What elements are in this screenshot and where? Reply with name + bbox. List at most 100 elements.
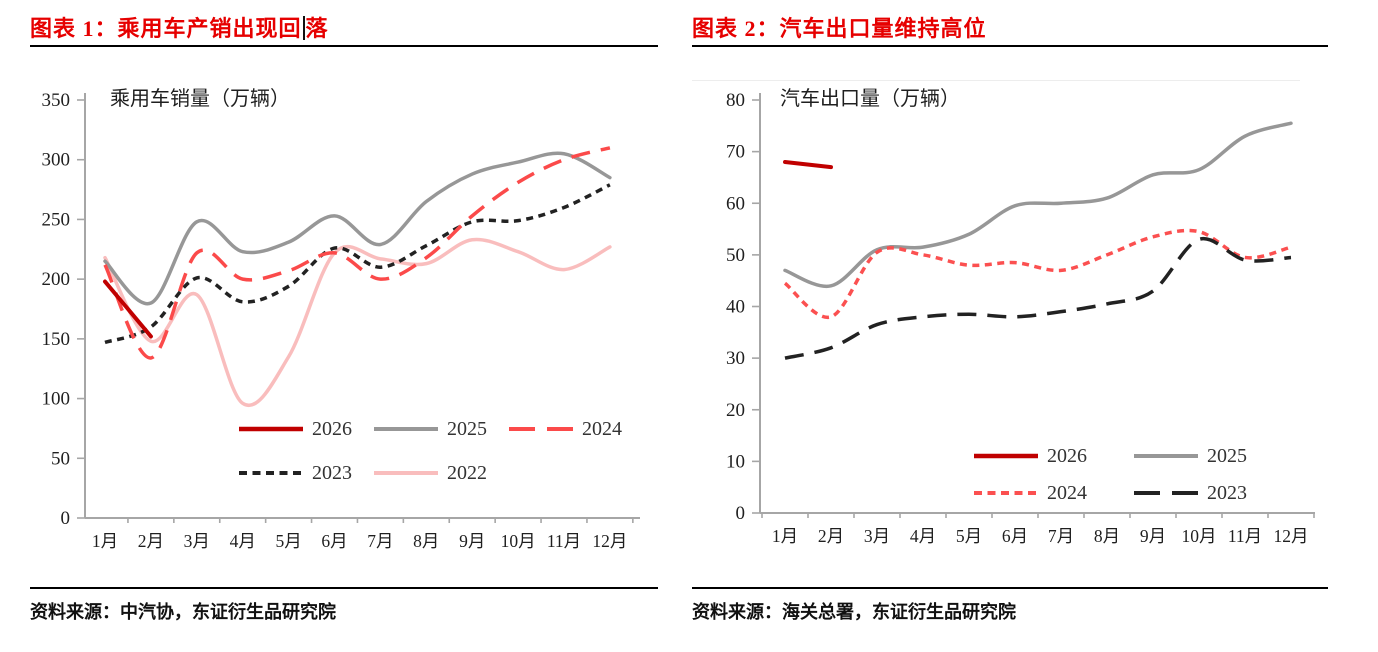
legend-swatch-2024 — [509, 427, 573, 431]
legend-swatch-2024 — [974, 491, 1038, 495]
svg-text:汽车出口量（万辆）: 汽车出口量（万辆） — [780, 87, 960, 110]
legend-label-2024: 2024 — [1047, 482, 1087, 504]
figure-2-title: 图表 2：汽车出口量维持高位 — [692, 0, 1328, 47]
svg-text:20: 20 — [726, 400, 745, 421]
legend-item-2026: 2026 — [238, 419, 373, 439]
svg-text:11月: 11月 — [1228, 526, 1262, 546]
legend-label-2025: 2025 — [447, 418, 487, 440]
legend-row: 2024 2023 — [973, 483, 1293, 503]
legend-item-2023: 2023 — [1133, 483, 1293, 503]
svg-text:4月: 4月 — [230, 531, 256, 551]
legend-swatch-2026 — [974, 453, 1038, 459]
svg-text:40: 40 — [726, 297, 745, 318]
legend-row: 2026 2025 2024 — [238, 419, 643, 439]
series-line-2023 — [784, 236, 1292, 360]
legend-row: 2023 2022 — [238, 463, 643, 483]
svg-text:150: 150 — [42, 329, 71, 350]
figure-2-title-text: 图表 2：汽车出口量维持高位 — [692, 16, 987, 41]
svg-text:6月: 6月 — [321, 531, 347, 551]
svg-text:4月: 4月 — [910, 526, 936, 546]
svg-text:60: 60 — [726, 193, 745, 214]
series-line-2026 — [783, 159, 833, 170]
figure-2-source: 资料来源：海关总署，东证衍生品研究院 — [692, 587, 1328, 624]
svg-text:1月: 1月 — [772, 526, 798, 546]
legend-item-2024: 2024 — [973, 483, 1133, 503]
auto-exports-chart: 0 10 20 30 40 50 60 70 80 1月 2月 3月 4月 5月 6月 7月 8月 9月 10月 11… — [726, 87, 1315, 546]
svg-text:50: 50 — [726, 245, 745, 266]
series-line-2025 — [783, 121, 1293, 289]
svg-text:3月: 3月 — [864, 526, 890, 546]
svg-text:10月: 10月 — [501, 531, 536, 551]
legend-label-2023: 2023 — [1207, 482, 1247, 504]
figure-1-title-tail: 落 — [305, 16, 329, 41]
figure-1-title-text: 图表 1：乘用车产销出现回 — [30, 16, 302, 41]
legend-label-2026: 2026 — [1047, 445, 1087, 467]
figure-1: 图表 1：乘用车产销出现回落 0 50 100 150 200 250 300 350 1月 2月… — [30, 0, 658, 624]
svg-text:0: 0 — [61, 508, 71, 529]
svg-text:2月: 2月 — [818, 526, 844, 546]
legend-swatch-2022 — [374, 471, 438, 475]
figure-1-source: 资料来源：中汽协，东证衍生品研究院 — [30, 587, 658, 624]
svg-text:250: 250 — [42, 209, 71, 230]
legend-item-2025: 2025 — [1133, 446, 1293, 466]
svg-text:7月: 7月 — [367, 531, 393, 551]
svg-text:350: 350 — [42, 90, 71, 111]
series-line-2025 — [103, 151, 612, 306]
legend-label-2024: 2024 — [582, 418, 622, 440]
figure-2-chart-area: 0 10 20 30 40 50 60 70 80 1月 2月 3月 4月 5月 6月 7月 8月 9月 10月 11… — [692, 47, 1328, 587]
series-line-2022 — [103, 237, 612, 407]
chart-top-border — [692, 80, 1300, 81]
legend-label-2022: 2022 — [447, 462, 487, 484]
text-cursor — [302, 16, 305, 40]
svg-text:9月: 9月 — [1140, 526, 1166, 546]
svg-text:30: 30 — [726, 348, 745, 369]
figure-2: 图表 2：汽车出口量维持高位 0 10 20 30 40 50 60 70 80 1月 2月 3月 4月… — [692, 0, 1328, 624]
figure-1-legend: 2026 2025 2024 2023 2022 — [238, 419, 643, 483]
legend-item-2023: 2023 — [238, 463, 373, 483]
svg-text:6月: 6月 — [1002, 526, 1028, 546]
svg-text:5月: 5月 — [275, 531, 301, 551]
svg-text:12月: 12月 — [592, 531, 627, 551]
svg-text:100: 100 — [42, 389, 71, 410]
svg-text:50: 50 — [51, 448, 70, 469]
svg-text:1月: 1月 — [92, 531, 118, 551]
figure-2-legend: 2026 2025 2024 2023 — [973, 446, 1293, 503]
svg-text:10: 10 — [726, 451, 745, 472]
figure-1-title: 图表 1：乘用车产销出现回落 — [30, 0, 658, 47]
svg-text:8月: 8月 — [413, 531, 439, 551]
passenger-car-sales-chart: 0 50 100 150 200 250 300 350 1月 2月 3月 4月 5月 6月 7月 8月 9月 1… — [42, 87, 640, 551]
svg-text:5月: 5月 — [956, 526, 982, 546]
figure-1-chart-area: 0 50 100 150 200 250 300 350 1月 2月 3月 4月 5月 6月 7月 8月 9月 1… — [30, 47, 658, 587]
legend-swatch-2023 — [239, 471, 303, 475]
svg-text:200: 200 — [42, 269, 71, 290]
legend-item-2022: 2022 — [373, 463, 508, 483]
svg-text:2月: 2月 — [138, 531, 164, 551]
legend-swatch-2025 — [1134, 454, 1198, 458]
svg-text:乘用车销量（万辆）: 乘用车销量（万辆） — [110, 87, 290, 110]
legend-item-2024: 2024 — [508, 419, 643, 439]
svg-text:3月: 3月 — [184, 531, 210, 551]
svg-text:80: 80 — [726, 90, 745, 111]
legend-swatch-2023 — [1134, 491, 1198, 495]
svg-text:70: 70 — [726, 142, 745, 163]
series-line-2023 — [104, 183, 611, 345]
svg-text:12月: 12月 — [1274, 526, 1309, 546]
svg-text:300: 300 — [42, 150, 71, 171]
legend-item-2025: 2025 — [373, 419, 508, 439]
legend-label-2023: 2023 — [312, 462, 352, 484]
svg-text:9月: 9月 — [459, 531, 485, 551]
svg-text:8月: 8月 — [1094, 526, 1120, 546]
legend-item-2026: 2026 — [973, 446, 1133, 466]
svg-text:0: 0 — [736, 503, 746, 524]
legend-swatch-2026 — [239, 426, 303, 432]
legend-label-2026: 2026 — [312, 418, 352, 440]
legend-row: 2026 2025 — [973, 446, 1293, 466]
svg-text:11月: 11月 — [547, 531, 581, 551]
svg-text:10月: 10月 — [1182, 526, 1217, 546]
legend-label-2025: 2025 — [1207, 445, 1247, 467]
svg-text:7月: 7月 — [1048, 526, 1074, 546]
series-line-2026 — [103, 279, 153, 339]
legend-swatch-2025 — [374, 427, 438, 431]
series-line-2024 — [103, 146, 611, 360]
